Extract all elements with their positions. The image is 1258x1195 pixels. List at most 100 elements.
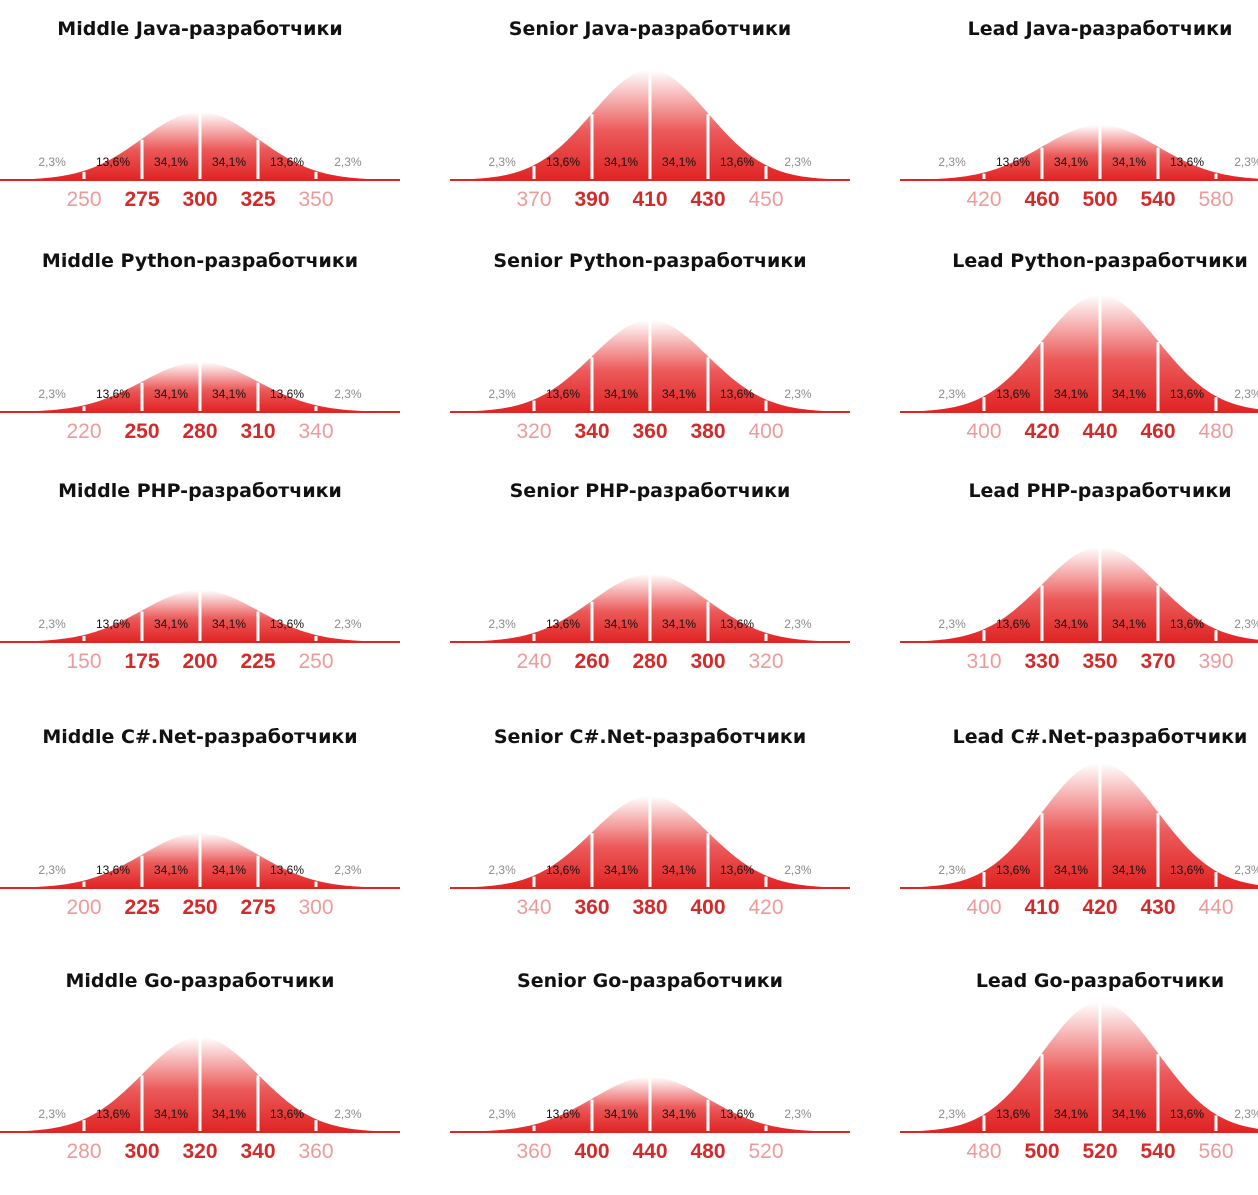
percent-label: 13,6%: [96, 863, 130, 877]
percent-label: 34,1%: [154, 155, 188, 169]
bell-curve-svg: 2,3% 13,6% 34,1% 34,1% 13,6% 2,3% 240 260 280 300…: [450, 574, 850, 673]
percent-label: 2,3%: [1234, 1107, 1258, 1121]
percent-label: 13,6%: [546, 387, 580, 401]
percent-label: 34,1%: [604, 155, 638, 169]
percent-label: 13,6%: [996, 155, 1030, 169]
x-tick-label: 410: [1024, 896, 1059, 919]
x-tick-label: 480: [1198, 420, 1233, 443]
percent-label: 13,6%: [270, 617, 304, 631]
x-tick-label: 280: [66, 1140, 101, 1163]
percent-label: 2,3%: [1234, 863, 1258, 877]
x-tick-label: 330: [1024, 650, 1059, 673]
percent-label: 34,1%: [1054, 1107, 1088, 1121]
x-tick-label: 175: [124, 650, 159, 673]
x-tick-label: 280: [182, 420, 217, 443]
chart-title: Middle PHP-разработчики: [58, 480, 342, 502]
distribution-chart: Middle PHP-разработчики 2,3% 13,6% 34,1% 34,…: [0, 462, 400, 701]
percent-label: 2,3%: [938, 617, 966, 631]
percent-label: 13,6%: [96, 387, 130, 401]
distribution-chart: Senior PHP-разработчики 2,3% 13,6% 34,1% 34,…: [450, 462, 850, 701]
percent-label: 2,3%: [334, 863, 362, 877]
x-tick-label: 225: [124, 896, 159, 919]
x-tick-label: 380: [690, 420, 725, 443]
percent-label: 34,1%: [154, 863, 188, 877]
percent-label: 2,3%: [334, 1107, 362, 1121]
percent-label: 13,6%: [720, 863, 754, 877]
percent-label: 2,3%: [784, 387, 812, 401]
x-tick-label: 520: [1082, 1140, 1117, 1163]
distribution-chart: Senior Go-разработчики 2,3% 13,6% 34,1% 34,1…: [450, 952, 850, 1191]
percent-label: 13,6%: [1170, 155, 1204, 169]
x-tick-label: 390: [1198, 650, 1233, 673]
distribution-chart: Middle C#.Net-разработчики 2,3% 13,6% 34,1%…: [0, 708, 400, 947]
chart-title: Senior C#.Net-разработчики: [493, 726, 807, 748]
distribution-chart: Senior C#.Net-разработчики 2,3% 13,6% 34,1%…: [450, 708, 850, 947]
x-tick-label: 310: [966, 650, 1001, 673]
percent-label: 34,1%: [154, 387, 188, 401]
percent-label: 13,6%: [96, 617, 130, 631]
x-tick-label: 300: [298, 896, 333, 919]
percent-label: 34,1%: [662, 617, 696, 631]
percent-label: 2,3%: [488, 1107, 516, 1121]
chart-title: Lead C#.Net-разработчики: [952, 726, 1248, 748]
percent-label: 2,3%: [938, 863, 966, 877]
percent-label: 34,1%: [604, 863, 638, 877]
x-tick-label: 340: [516, 896, 551, 919]
bell-curve-svg: 2,3% 13,6% 34,1% 34,1% 13,6% 2,3% 320 340 360 380…: [450, 320, 850, 443]
percent-label: 13,6%: [996, 387, 1030, 401]
distribution-chart: Lead C#.Net-разработчики 2,3% 13,6% 34,1% 34…: [900, 708, 1258, 947]
x-tick-label: 225: [240, 650, 275, 673]
percent-label: 34,1%: [212, 863, 246, 877]
percent-label: 34,1%: [662, 863, 696, 877]
percent-label: 2,3%: [38, 617, 66, 631]
percent-label: 34,1%: [212, 155, 246, 169]
percent-label: 34,1%: [1112, 1107, 1146, 1121]
percent-label: 2,3%: [334, 155, 362, 169]
percent-label: 2,3%: [784, 1107, 812, 1121]
x-tick-label: 560: [1198, 1140, 1233, 1163]
x-tick-label: 280: [632, 650, 667, 673]
bell-curve-svg: 2,3% 13,6% 34,1% 34,1% 13,6% 2,3% 250 275 300 325…: [0, 112, 400, 211]
bell-curve-area: [900, 125, 1258, 180]
percent-label: 13,6%: [546, 155, 580, 169]
x-tick-label: 320: [516, 420, 551, 443]
x-tick-label: 420: [966, 188, 1001, 211]
percent-label: 2,3%: [1234, 617, 1258, 631]
distribution-chart: Senior Python-разработчики 2,3% 13,6% 34,1%…: [450, 232, 850, 471]
percent-label: 2,3%: [488, 863, 516, 877]
bell-curve-svg: 2,3% 13,6% 34,1% 34,1% 13,6% 2,3% 400 410 420 430…: [900, 763, 1258, 919]
percent-label: 2,3%: [334, 387, 362, 401]
percent-label: 34,1%: [1112, 387, 1146, 401]
percent-label: 34,1%: [604, 617, 638, 631]
bell-curve-area: [900, 547, 1258, 642]
percent-label: 2,3%: [38, 387, 66, 401]
x-tick-label: 320: [182, 1140, 217, 1163]
distribution-chart: Middle Java-разработчики 2,3% 13,6% 34,1% 34…: [0, 0, 400, 239]
x-tick-label: 310: [240, 420, 275, 443]
x-tick-label: 540: [1140, 1140, 1175, 1163]
distribution-chart: Middle Python-разработчики 2,3% 13,6% 34,1%…: [0, 232, 400, 471]
percent-label: 2,3%: [938, 387, 966, 401]
x-tick-label: 350: [1082, 650, 1117, 673]
x-tick-label: 380: [632, 896, 667, 919]
x-tick-label: 275: [124, 188, 159, 211]
percent-label: 13,6%: [96, 155, 130, 169]
x-tick-label: 340: [574, 420, 609, 443]
bell-curve-svg: 2,3% 13,6% 34,1% 34,1% 13,6% 2,3% 150 175 200 225…: [0, 590, 400, 673]
x-tick-label: 360: [632, 420, 667, 443]
percent-label: 2,3%: [38, 1107, 66, 1121]
percent-label: 2,3%: [334, 617, 362, 631]
percent-label: 2,3%: [38, 155, 66, 169]
percent-label: 34,1%: [212, 1107, 246, 1121]
percent-label: 34,1%: [604, 1107, 638, 1121]
chart-title: Lead Python-разработчики: [952, 250, 1248, 272]
distribution-chart: Senior Java-разработчики 2,3% 13,6% 34,1% 34…: [450, 0, 850, 239]
x-tick-label: 420: [1024, 420, 1059, 443]
x-tick-label: 300: [124, 1140, 159, 1163]
percent-label: 2,3%: [38, 863, 66, 877]
bell-curve-svg: 2,3% 13,6% 34,1% 34,1% 13,6% 2,3% 360 400 440 480…: [450, 1077, 850, 1163]
bell-curve-svg: 2,3% 13,6% 34,1% 34,1% 13,6% 2,3% 340 360 380 400…: [450, 796, 850, 919]
x-tick-label: 370: [516, 188, 551, 211]
percent-label: 34,1%: [662, 1107, 696, 1121]
chart-title: Senior Python-разработчики: [493, 250, 807, 272]
